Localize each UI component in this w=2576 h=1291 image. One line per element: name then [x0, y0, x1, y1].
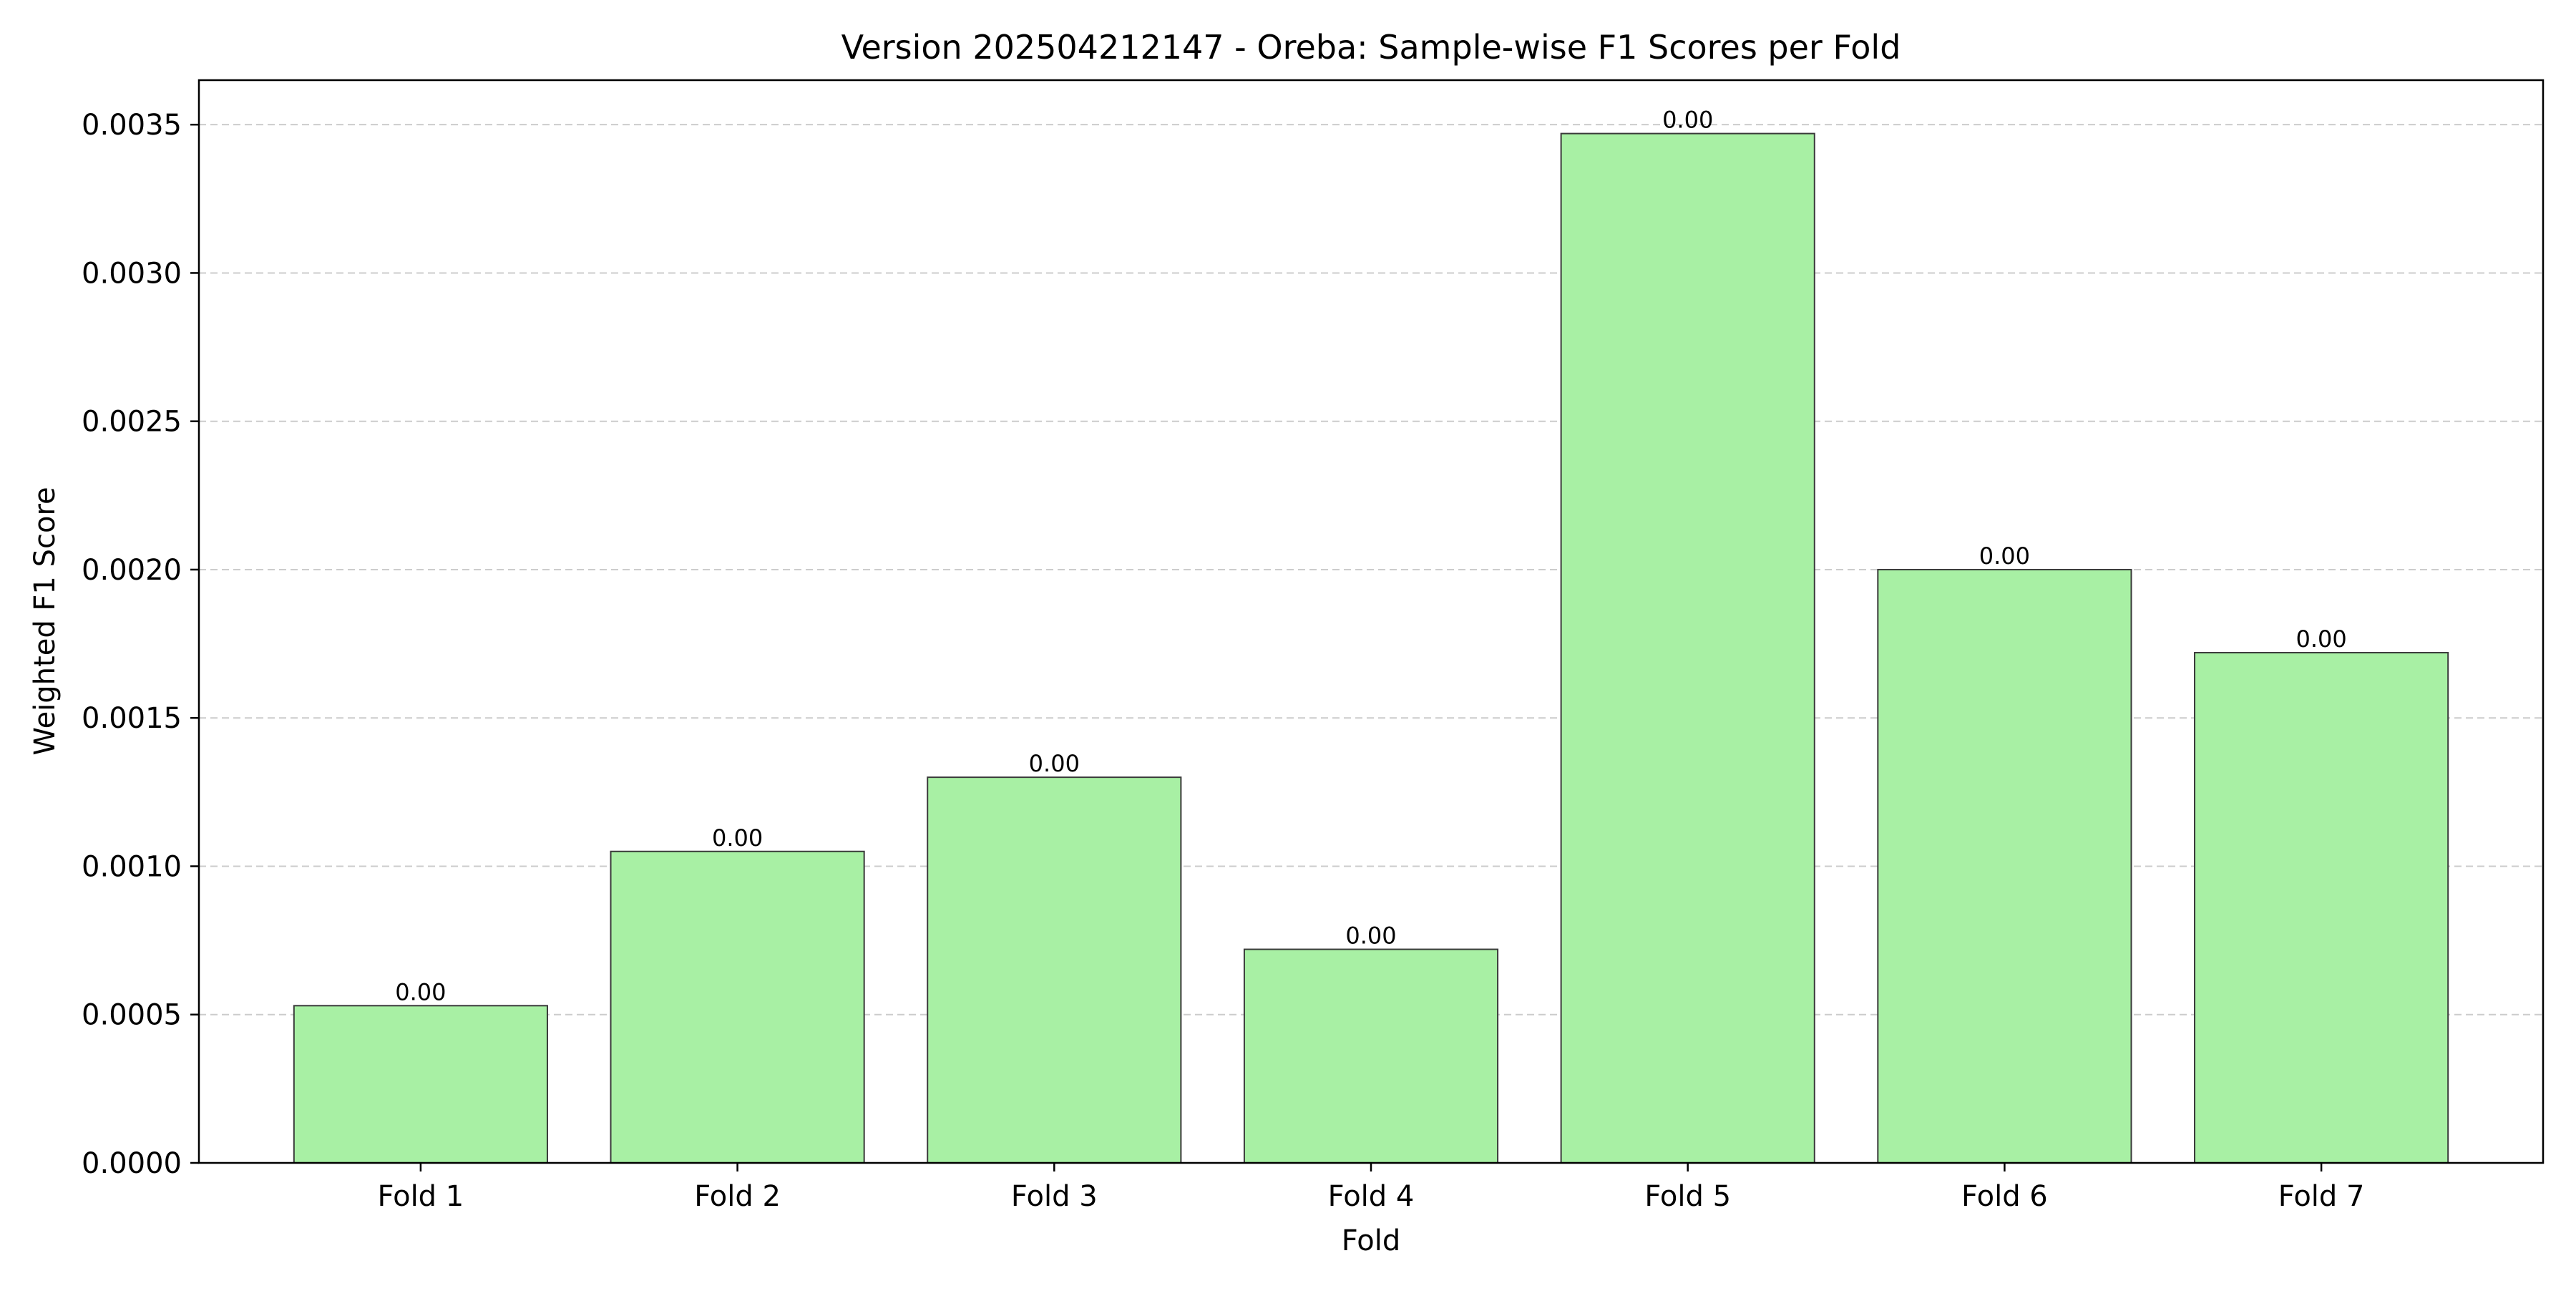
bar-7 [2194, 652, 2449, 1164]
x-axis-ticks: Fold 1 Fold 2 Fold 3 Fold 4 Fold 5 Fold 6 Fold… [378, 1163, 2365, 1213]
x-tick-label: Fold 3 [1011, 1180, 1098, 1213]
data-label: 0.00 [712, 824, 763, 852]
y-tick-label: 0.0010 [82, 850, 182, 883]
x-tick-label: Fold 5 [1644, 1180, 1731, 1213]
y-tick-label: 0.0005 [82, 999, 182, 1032]
bar-5 [1560, 132, 1815, 1164]
bar-6 [1877, 568, 2132, 1164]
bar-2 [610, 850, 865, 1164]
y-tick-label: 0.0035 [82, 109, 182, 142]
x-tick-label: Fold 6 [1961, 1180, 2048, 1213]
y-tick-label: 0.0000 [82, 1147, 182, 1180]
bar-1 [293, 1005, 548, 1164]
y-tick-label: 0.0030 [82, 257, 182, 290]
y-tick-label: 0.0015 [82, 702, 182, 735]
data-label: 0.00 [1345, 922, 1396, 950]
bars [293, 132, 2449, 1164]
x-tick-label: Fold 4 [1328, 1180, 1415, 1213]
y-tick-label: 0.0020 [82, 554, 182, 587]
bar-4 [1243, 948, 1499, 1164]
chart-title: Version 202504212147 - Oreba: Sample-wis… [841, 28, 1901, 67]
y-axis-ticks: 0.0000 0.0005 0.0010 0.0015 0.0020 0.0025 0.00… [82, 109, 199, 1180]
bar-3 [927, 776, 1182, 1164]
data-label: 0.00 [1029, 750, 1080, 777]
y-tick-label: 0.0025 [82, 406, 182, 439]
data-label: 0.00 [1662, 107, 1713, 134]
y-axis-label: Weighted F1 Score [29, 487, 62, 755]
x-tick-label: Fold 1 [378, 1180, 464, 1213]
data-label: 0.00 [395, 978, 446, 1005]
data-label: 0.00 [1979, 542, 2030, 570]
x-tick-label: Fold 2 [694, 1180, 781, 1213]
x-tick-label: Fold 7 [2278, 1180, 2365, 1213]
grid-lines [199, 124, 2543, 1015]
data-labels: 0.00 0.00 0.00 0.00 0.00 0.00 0.00 [395, 107, 2346, 1006]
x-axis-label: Fold [1342, 1224, 1401, 1257]
data-label: 0.00 [2296, 625, 2346, 653]
